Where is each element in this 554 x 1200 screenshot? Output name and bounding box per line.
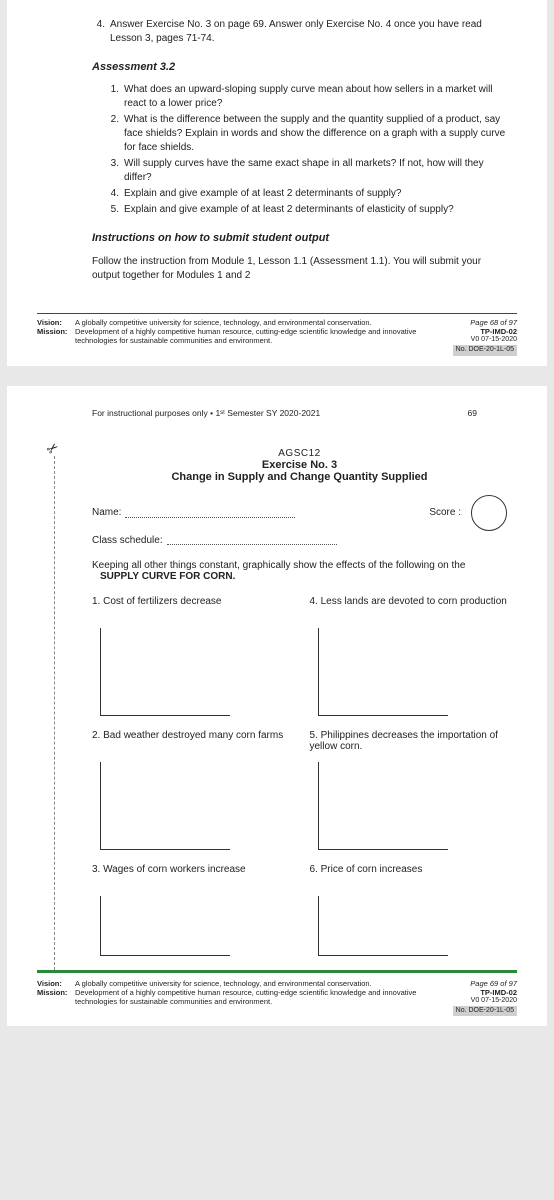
code-3: No. DOE-20-1L-05 bbox=[453, 345, 517, 355]
score-label: Score : bbox=[429, 507, 461, 518]
instructions-heading: Instructions on how to submit student ou… bbox=[92, 231, 507, 246]
q1: 1.What does an upward-sloping supply cur… bbox=[106, 83, 507, 111]
vision-label-2: Vision: bbox=[37, 979, 75, 988]
assessment-heading: Assessment 3.2 bbox=[92, 60, 507, 75]
intro-item: 4. Answer Exercise No. 3 on page 69. Ans… bbox=[92, 18, 507, 46]
course-code: AGSC12 bbox=[92, 448, 507, 459]
class-line bbox=[167, 535, 337, 545]
intro-text: Answer Exercise No. 3 on page 69. Answer… bbox=[110, 18, 507, 46]
exercise-number: Exercise No. 3 bbox=[92, 459, 507, 471]
q-right-5: 5. Philippines decreases the importation… bbox=[310, 730, 508, 756]
green-bar bbox=[37, 970, 517, 973]
class-row: Class schedule: bbox=[92, 535, 507, 546]
q-right-6: 6. Price of corn increases bbox=[310, 864, 508, 890]
top-note: For instructional purposes only • 1ˢᵗ Se… bbox=[92, 408, 320, 418]
instruction: Keeping all other things constant, graph… bbox=[92, 560, 507, 582]
graph-1 bbox=[100, 628, 230, 716]
q-left-2: 2. Bad weather destroyed many corn farms bbox=[92, 730, 290, 756]
page-2-footer: Vision: Mission: A globally competitive … bbox=[37, 975, 517, 1017]
q5: 5.Explain and give example of at least 2… bbox=[106, 203, 507, 217]
vision-text-2: A globally competitive university for sc… bbox=[75, 979, 447, 988]
page-2: For instructional purposes only • 1ˢᵗ Se… bbox=[7, 386, 547, 1027]
code-1b: TP-IMD-02 bbox=[447, 988, 517, 997]
vision-text: A globally competitive university for sc… bbox=[75, 318, 447, 327]
graph-4 bbox=[318, 628, 448, 716]
q2: 2.What is the difference between the sup… bbox=[106, 113, 507, 155]
page-1-footer: Vision: Mission: A globally competitive … bbox=[37, 313, 517, 356]
left-col: 1. Cost of fertilizers decrease 2. Bad w… bbox=[92, 596, 290, 970]
instructions-text: Follow the instruction from Module 1, Le… bbox=[92, 255, 507, 283]
name-label: Name: bbox=[92, 507, 121, 518]
mission-text: Development of a highly competitive huma… bbox=[75, 327, 447, 345]
instruction-bold: SUPPLY CURVE FOR CORN. bbox=[100, 571, 235, 582]
page-number: Page 68 of 97 bbox=[447, 318, 517, 327]
q-left-1: 1. Cost of fertilizers decrease bbox=[92, 596, 290, 622]
graph-6 bbox=[318, 896, 448, 956]
name-line bbox=[125, 508, 295, 518]
instruction-text: Keeping all other things constant, graph… bbox=[92, 560, 465, 571]
q-right-4: 4. Less lands are devoted to corn produc… bbox=[310, 596, 508, 622]
exercise-title: Change in Supply and Change Quantity Sup… bbox=[92, 471, 507, 483]
cut-line bbox=[54, 456, 55, 970]
graph-3 bbox=[100, 896, 230, 956]
mission-text-2: Development of a highly competitive huma… bbox=[75, 988, 447, 1006]
right-col: 4. Less lands are devoted to corn produc… bbox=[310, 596, 508, 970]
vision-label: Vision: bbox=[37, 318, 75, 327]
page-number-2: Page 69 of 97 bbox=[447, 979, 517, 988]
q4: 4.Explain and give example of at least 2… bbox=[106, 187, 507, 201]
top-page-num: 69 bbox=[468, 408, 477, 418]
mission-label-2: Mission: bbox=[37, 988, 75, 997]
code-1: TP-IMD-02 bbox=[447, 327, 517, 336]
mission-label: Mission: bbox=[37, 327, 75, 336]
exercise-header: AGSC12 Exercise No. 3 Change in Supply a… bbox=[92, 448, 507, 483]
name-row: Name: Score : bbox=[92, 495, 507, 531]
code-3b: No. DOE-20-1L-05 bbox=[453, 1006, 517, 1016]
questions-grid: 1. Cost of fertilizers decrease 2. Bad w… bbox=[92, 596, 507, 970]
code-2b: V0 07-15-2020 bbox=[447, 997, 517, 1005]
scissor-icon: ✂ bbox=[43, 438, 63, 459]
q-left-3: 3. Wages of corn workers increase bbox=[92, 864, 290, 890]
graph-2 bbox=[100, 762, 230, 850]
score-circle bbox=[471, 495, 507, 531]
top-note-row: For instructional purposes only • 1ˢᵗ Se… bbox=[92, 408, 517, 418]
intro-num: 4. bbox=[92, 18, 110, 46]
code-2: V0 07-15-2020 bbox=[447, 336, 517, 344]
page-1: 4. Answer Exercise No. 3 on page 69. Ans… bbox=[7, 0, 547, 366]
class-label: Class schedule: bbox=[92, 535, 163, 546]
q3: 3.Will supply curves have the same exact… bbox=[106, 157, 507, 185]
graph-5 bbox=[318, 762, 448, 850]
